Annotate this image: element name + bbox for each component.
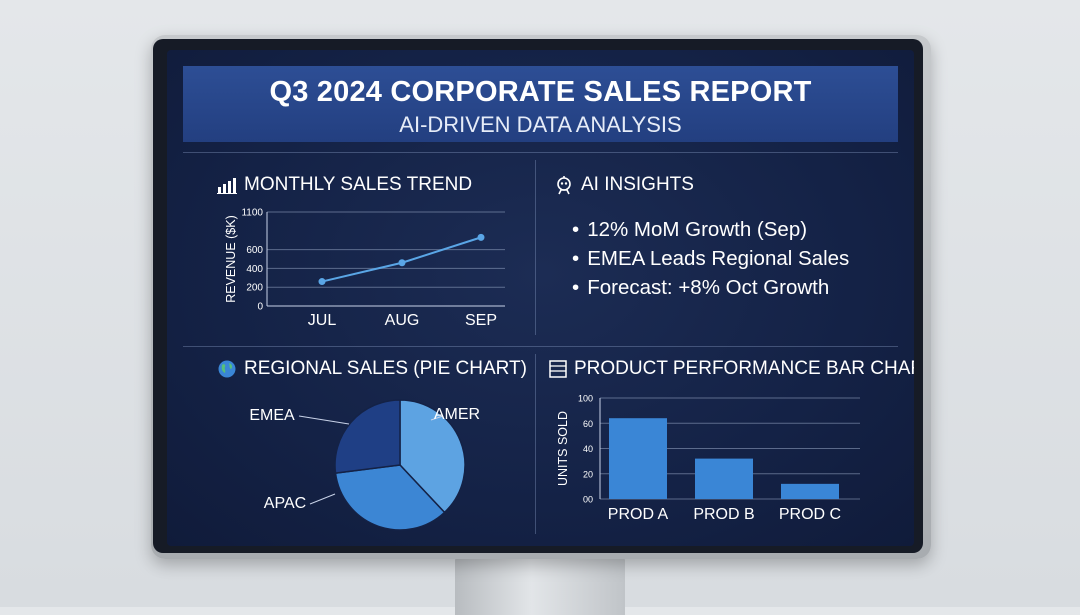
x-tick-label: PROD A	[608, 506, 669, 523]
pie-slice	[334, 399, 401, 474]
y-tick-label: 40	[583, 444, 593, 454]
column-divider-top	[535, 160, 536, 335]
pie-slice	[334, 464, 446, 531]
report-header: Q3 2024 CORPORATE SALES REPORT AI-DRIVEN…	[183, 66, 898, 142]
pie-label: AMER	[434, 406, 480, 423]
y-tick-label: 100	[578, 394, 593, 404]
insight-item: • Forecast: +8% Oct Growth	[572, 276, 830, 299]
insight-text: EMEA Leads Regional Sales	[587, 247, 850, 270]
insights-title-text: AI INSIGHTS	[581, 174, 694, 195]
data-point	[318, 278, 326, 286]
x-tick-label: JUL	[308, 312, 337, 329]
y-tick-label: 400	[246, 264, 263, 275]
pie-chart: AMER APAC EMEA	[249, 399, 480, 531]
pie-label: EMEA	[249, 407, 295, 424]
row-divider	[183, 346, 898, 347]
insight-item: • EMEA Leads Regional Sales	[572, 247, 850, 270]
x-tick-label: SEP	[465, 312, 497, 329]
y-tick-label: 60	[583, 419, 593, 429]
bar-chart-icon	[549, 360, 567, 378]
report-subtitle: AI-DRIVEN DATA ANALYSIS	[399, 112, 682, 137]
data-point	[398, 259, 406, 267]
insights-panel-title: AI INSIGHTS	[554, 174, 694, 196]
pie-slice	[399, 399, 466, 514]
leader-line	[430, 415, 444, 421]
y-tick-label: 200	[246, 283, 263, 294]
y-axis-label: REVENUE ($K)	[224, 215, 238, 303]
product-title-text: PRODUCT PERFORMANCE BAR CHART	[574, 358, 914, 379]
bar	[609, 418, 667, 499]
bar	[781, 483, 839, 499]
trend-title-text: MONTHLY SALES TREND	[244, 174, 473, 195]
globe-icon	[217, 359, 237, 379]
chart-icon	[217, 177, 237, 194]
y-tick-label: 00	[583, 495, 593, 505]
leader-line	[298, 415, 350, 425]
y-tick-label: 20	[583, 469, 593, 479]
y-axis-label: UNITS SOLD	[556, 411, 570, 486]
y-tick-label: 1100	[241, 208, 263, 219]
header-divider	[183, 152, 898, 153]
y-tick-label: 600	[246, 245, 263, 256]
report-title: Q3 2024 CORPORATE SALES REPORT	[269, 76, 812, 108]
regional-panel-title: REGIONAL SALES (PIE CHART)	[217, 358, 527, 380]
y-tick-label: 0	[257, 302, 263, 313]
product-panel-title: PRODUCT PERFORMANCE BAR CHART	[549, 358, 914, 380]
dashboard-screen: Q3 2024 CORPORATE SALES REPORT AI-DRIVEN…	[167, 50, 914, 546]
x-tick-label: PROD C	[779, 506, 841, 523]
bar-chart: 00 20 40 60 100 UNITS SOLD PROD A PROD B PROD C	[556, 394, 860, 523]
data-point	[477, 233, 485, 241]
ai-robot-icon	[554, 175, 574, 195]
insight-text: Forecast: +8% Oct Growth	[587, 276, 830, 299]
leader-line	[309, 493, 336, 505]
pie-label: APAC	[264, 495, 306, 512]
trend-panel-title: MONTHLY SALES TREND	[217, 174, 472, 196]
regional-title-text: REGIONAL SALES (PIE CHART)	[244, 358, 527, 379]
monitor-stand	[455, 555, 625, 615]
x-tick-label: AUG	[385, 312, 420, 329]
x-tick-label: PROD B	[693, 506, 754, 523]
column-divider-bottom	[535, 354, 536, 534]
insights-list: • 12% MoM Growth (Sep) • EMEA Leads Region…	[572, 215, 849, 302]
insight-text: 12% MoM Growth (Sep)	[587, 218, 808, 241]
bar	[695, 458, 753, 499]
insight-item: • 12% MoM Growth (Sep)	[572, 218, 808, 241]
